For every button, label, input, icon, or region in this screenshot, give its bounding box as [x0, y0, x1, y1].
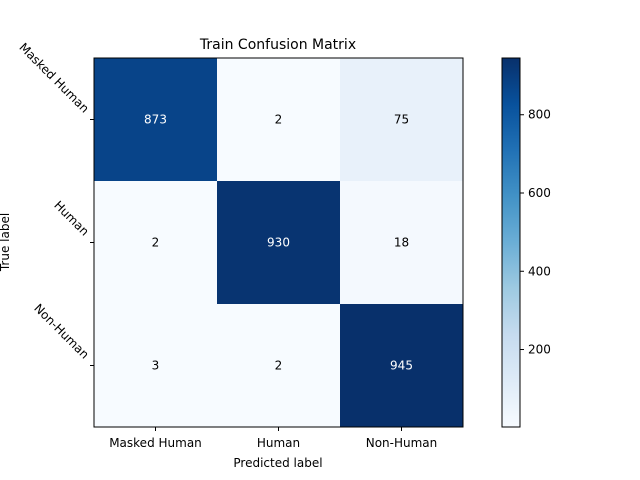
colorbar-tick-label: 800: [528, 108, 551, 122]
colorbar-ticks: 200 400 600 800: [520, 108, 551, 357]
heatmap-cell: [94, 181, 218, 305]
cell-value-label: 2: [275, 113, 283, 127]
heatmap-cell: [94, 304, 218, 428]
cell-value-label: 2: [275, 359, 283, 373]
heatmap-cell: [94, 58, 218, 182]
y-axis-ticks: Masked Human Human Non-Human: [16, 40, 94, 366]
cell-value-label: 930: [267, 236, 290, 250]
colorbar-tick-label: 600: [528, 186, 551, 200]
heatmap-cell: [340, 181, 464, 305]
colorbar: [501, 57, 521, 428]
heatmap-cell: [217, 58, 341, 182]
chart-title: Train Confusion Matrix: [199, 37, 356, 53]
heatmap-cell: [217, 304, 341, 428]
heatmap-cell-labels: 873 2 75 2 930 18 3 2 945: [144, 113, 413, 373]
cell-value-label: 945: [390, 359, 413, 373]
y-tick-label: Masked Human: [16, 40, 91, 115]
x-axis-label: Predicted label: [233, 456, 322, 470]
heatmap-cell: [340, 304, 464, 428]
y-tick-label: Non-Human: [31, 301, 91, 361]
y-tick-label: Human: [51, 198, 92, 239]
cell-value-label: 75: [394, 113, 409, 127]
x-axis-ticks: Masked Human Human Non-Human: [109, 427, 437, 450]
cell-value-label: 18: [394, 236, 409, 250]
x-tick-label: Masked Human: [109, 436, 202, 450]
heatmap-cell: [217, 181, 341, 305]
cell-value-label: 3: [152, 359, 160, 373]
x-tick-label: Human: [257, 436, 300, 450]
cell-value-label: 873: [144, 113, 167, 127]
y-axis-label: True label: [0, 213, 12, 272]
colorbar-tick-label: 400: [528, 264, 551, 278]
x-tick-label: Non-Human: [366, 436, 438, 450]
heatmap-cells: [94, 58, 464, 428]
cell-value-label: 2: [152, 236, 160, 250]
colorbar-tick-label: 200: [528, 343, 551, 357]
heatmap-cell: [340, 58, 464, 182]
